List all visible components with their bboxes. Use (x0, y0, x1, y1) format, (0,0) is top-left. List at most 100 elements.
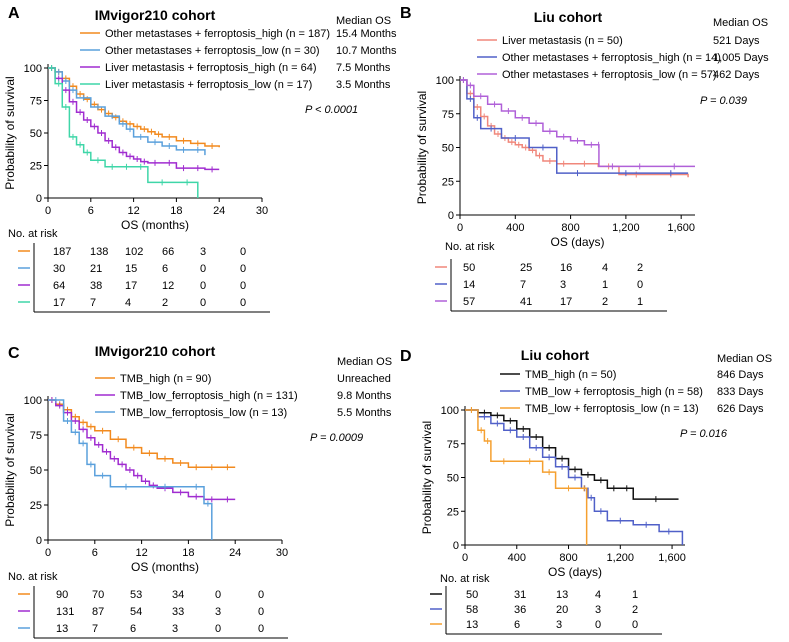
risk-cell: 0 (240, 246, 246, 258)
risk-cell: 0 (240, 263, 246, 275)
legend-entry: Liver metastasis + ferroptosis_low (n = … (105, 79, 312, 91)
risk-cell: 15 (125, 263, 137, 275)
risk-cell: 13 (556, 589, 568, 601)
x-tick-label: 30 (276, 547, 288, 559)
legend-entry: TMB_low + ferroptosis_high (n = 58) (525, 386, 703, 398)
x-tick-label: 400 (508, 552, 526, 564)
risk-cell: 0 (632, 619, 638, 631)
risk-cell: 70 (92, 589, 104, 601)
risk-cell: 6 (162, 263, 168, 275)
risk-cell: 6 (130, 623, 136, 635)
x-tick-label: 24 (213, 205, 225, 217)
legend-entry: TMB_high (n = 90) (120, 373, 211, 385)
median-os-value: 833 Days (717, 386, 764, 398)
chart-title: IMvigor210 cohort (95, 7, 216, 23)
x-axis-label: OS (days) (548, 565, 602, 579)
x-axis-label: OS (months) (131, 560, 199, 574)
risk-cell: 7 (90, 297, 96, 309)
risk-cell: 4 (595, 589, 601, 601)
median-os-value: 3.5 Months (336, 79, 391, 91)
p-value: P = 0.0009 (310, 432, 363, 444)
x-tick-label: 0 (45, 547, 51, 559)
x-tick-label: 1,200 (612, 222, 640, 234)
risk-cell: 90 (56, 589, 68, 601)
risk-cell: 1 (637, 296, 643, 308)
risk-cell: 0 (258, 589, 264, 601)
risk-cell: 0 (258, 606, 264, 618)
median-os-header: Median OS (717, 353, 772, 365)
y-tick-label: 50 (442, 143, 454, 155)
y-tick-label: 25 (442, 176, 454, 188)
risk-cell: 31 (514, 589, 526, 601)
km-curve (465, 409, 679, 500)
median-os-value: 10.7 Months (336, 45, 397, 57)
legend-entry: Other metastases + ferroptosis_low (n = … (502, 69, 717, 81)
panel-label: C (8, 345, 20, 362)
y-axis-label: Probability of survival (3, 413, 17, 526)
risk-cell: 25 (520, 262, 532, 274)
legend-entry: TMB_high (n = 50) (525, 369, 616, 381)
risk-cell: 2 (637, 262, 643, 274)
risk-cell: 138 (90, 246, 108, 258)
x-axis-label: OS (months) (121, 218, 189, 232)
panel-label: D (400, 348, 412, 365)
risk-cell: 0 (200, 280, 206, 292)
risk-cell: 4 (602, 262, 608, 274)
risk-cell: 57 (463, 296, 475, 308)
km-curve (48, 399, 213, 540)
x-tick-label: 800 (559, 552, 577, 564)
risk-cell: 17 (125, 280, 137, 292)
chart-title: Liu cohort (534, 9, 603, 25)
risk-cell: 53 (130, 589, 142, 601)
risk-cell: 3 (595, 604, 601, 616)
legend-entry: Liver metastasis + ferroptosis_high (n =… (105, 62, 317, 74)
median-os-value: 9.8 Months (337, 390, 392, 402)
risk-cell: 17 (53, 297, 65, 309)
x-tick-label: 0 (457, 222, 463, 234)
chart-title: IMvigor210 cohort (95, 343, 216, 359)
risk-cell: 2 (602, 296, 608, 308)
x-tick-label: 800 (561, 222, 579, 234)
km-curve (465, 409, 684, 545)
risk-cell: 1 (632, 589, 638, 601)
risk-cell: 187 (53, 246, 71, 258)
risk-cell: 33 (172, 606, 184, 618)
risk-cell: 0 (200, 297, 206, 309)
x-tick-label: 12 (135, 547, 147, 559)
risk-cell: 3 (200, 246, 206, 258)
x-tick-label: 6 (88, 205, 94, 217)
y-tick-label: 100 (441, 405, 459, 417)
risk-cell: 4 (125, 297, 131, 309)
x-tick-label: 12 (127, 205, 139, 217)
legend-entry: TMB_low + ferroptosis_low (n = 13) (525, 403, 699, 415)
median-os-value: 15.4 Months (336, 28, 397, 40)
p-value: P < 0.0001 (305, 104, 358, 116)
risk-cell: 54 (130, 606, 142, 618)
risk-cell: 7 (520, 279, 526, 291)
risk-cell: 66 (162, 246, 174, 258)
x-tick-label: 1,600 (667, 222, 695, 234)
median-os-header: Median OS (337, 356, 392, 368)
risk-cell: 0 (240, 297, 246, 309)
y-tick-label: 25 (447, 506, 459, 518)
risk-cell: 20 (556, 604, 568, 616)
median-os-value: 626 Days (717, 403, 764, 415)
panel-b: B Liu cohort 0 25 50 75 100 0 400 800 1,200 1,600 OS… (400, 5, 769, 312)
legend-entry: TMB_low_ferroptosis_high (n = 131) (120, 390, 298, 402)
y-axis-label: Probability of survival (3, 76, 17, 189)
chart-title: Liu cohort (521, 347, 590, 363)
risk-cell: 50 (463, 262, 475, 274)
risk-cell: 2 (162, 297, 168, 309)
risk-cell: 0 (215, 589, 221, 601)
risk-cell: 7 (92, 623, 98, 635)
y-tick-label: 0 (36, 535, 42, 547)
y-tick-label: 100 (24, 63, 42, 75)
risk-cell: 131 (56, 606, 74, 618)
median-os-value: 5.5 Months (337, 407, 392, 419)
risk-table-header: No. at risk (8, 571, 58, 583)
risk-cell: 3 (556, 619, 562, 631)
panel-label: B (400, 5, 412, 22)
risk-cell: 0 (215, 623, 221, 635)
